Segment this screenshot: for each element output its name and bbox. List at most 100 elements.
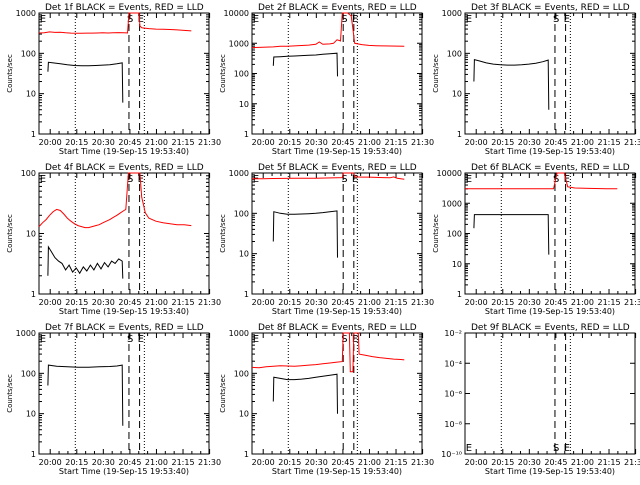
x-tick-label: 20:15 <box>65 458 88 467</box>
chart-title: Det 4f BLACK = Events, RED = LLD <box>45 163 204 173</box>
chart-5: Det 5f BLACK = Events, RED = LLD 1 10 100 10… <box>219 163 434 316</box>
y-axis-label: Counts/sec <box>219 374 227 413</box>
plot-frame <box>464 332 636 455</box>
y-tick-label: 1 <box>31 130 36 139</box>
marker-label: S <box>553 174 559 185</box>
y-tick-label: 10 <box>26 230 36 239</box>
x-tick-label: 21:00 <box>145 138 168 147</box>
y-axis-label: Counts/sec <box>432 54 440 93</box>
x-tick-label: 21:15 <box>384 138 407 147</box>
chart-title: Det 6f BLACK = Events, RED = LLD <box>471 163 630 173</box>
chart-9: Det 9f BLACK = Events, RED = LLD 10⁻¹⁰ 10⁻… <box>441 323 640 476</box>
x-axis-label: Start Time (19-Sep-15 19:53:40) <box>272 147 402 156</box>
marker-label: S <box>553 14 559 25</box>
marker-label: E <box>40 174 46 185</box>
series-lld-line <box>38 12 192 34</box>
x-tick-label: 20:45 <box>544 138 567 147</box>
y-tick-label: 1 <box>244 130 249 139</box>
x-tick-label: 20:30 <box>518 138 541 147</box>
chart-title: Det 5f BLACK = Events, RED = LLD <box>258 163 417 173</box>
y-tick-label: 1 <box>31 290 36 299</box>
x-tick-label: 20:30 <box>518 458 541 467</box>
plot-frame <box>464 172 636 295</box>
series-events-line <box>47 364 124 426</box>
chart-1: Det 1f BLACK = Events, RED = LLD 1 10 100 10… <box>6 3 221 156</box>
marker-label: S <box>341 174 347 185</box>
plot-frame <box>464 12 636 135</box>
chart-8: Det 8f BLACK = Events, RED = LLD 1 10 100 10… <box>219 323 434 476</box>
series-events-line <box>272 52 338 77</box>
x-tick-label: 21:15 <box>171 298 194 307</box>
chart-title: Det 2f BLACK = Events, RED = LLD <box>258 3 417 13</box>
x-tick-label: 20:45 <box>331 298 354 307</box>
x-axis-label: Start Time (19-Sep-15 19:53:40) <box>59 467 189 476</box>
series-lld-line <box>251 12 405 49</box>
chart-4: Det 4f BLACK = Events, RED = LLD 1 10 100 20… <box>6 163 221 316</box>
x-tick-label: 20:45 <box>544 458 567 467</box>
x-tick-label: 20:00 <box>252 458 275 467</box>
plot-frame <box>38 12 210 135</box>
y-tick-label: 10 <box>26 410 36 419</box>
x-tick-label: 21:00 <box>358 298 381 307</box>
y-tick-label: 1000 <box>442 199 462 208</box>
marker-label: E <box>253 174 259 185</box>
y-tick-label: 10 <box>239 100 249 109</box>
x-tick-label: 20:00 <box>39 138 62 147</box>
x-tick-label: 21:30 <box>624 298 640 307</box>
y-tick-label: 100 <box>447 49 462 58</box>
marker-label: E <box>466 174 472 185</box>
x-tick-label: 20:15 <box>491 138 514 147</box>
y-tick-label: 1 <box>457 130 462 139</box>
y-tick-label: 1000 <box>16 9 36 18</box>
x-tick-label: 21:15 <box>597 458 620 467</box>
chart-2: Det 2f BLACK = Events, RED = LLD 1 10 100 10… <box>219 3 434 156</box>
x-tick-label: 20:30 <box>92 458 115 467</box>
x-tick-label: 20:45 <box>118 298 141 307</box>
x-tick-label: 21:30 <box>411 298 434 307</box>
x-axis-label: Start Time (19-Sep-15 19:53:40) <box>485 467 615 476</box>
chart-3: Det 3f BLACK = Events, RED = LLD 1 10 100 10… <box>432 3 640 156</box>
chart-title: Det 9f BLACK = Events, RED = LLD <box>471 323 630 333</box>
y-axis-label: Counts/sec <box>6 214 14 253</box>
x-tick-label: 21:00 <box>145 458 168 467</box>
y-tick-label: 10 <box>239 410 249 419</box>
x-tick-label: 20:00 <box>39 298 62 307</box>
x-tick-label: 20:30 <box>518 298 541 307</box>
y-tick-label: 100 <box>234 369 249 378</box>
y-tick-label: 1000 <box>16 329 36 338</box>
marker-label: S <box>341 14 347 25</box>
x-tick-label: 21:15 <box>384 458 407 467</box>
series-events-line <box>272 210 338 258</box>
y-tick-label: 10⁻⁶ <box>444 390 462 399</box>
chart-title: Det 3f BLACK = Events, RED = LLD <box>471 3 630 13</box>
y-tick-label: 10000 <box>224 9 249 18</box>
x-tick-label: 21:30 <box>198 458 221 467</box>
x-tick-label: 20:30 <box>305 458 328 467</box>
x-tick-label: 20:45 <box>544 298 567 307</box>
x-tick-label: 21:00 <box>358 458 381 467</box>
y-tick-label: 10 <box>26 90 36 99</box>
plot-frame <box>251 332 423 455</box>
x-tick-label: 21:00 <box>571 138 594 147</box>
plot-frame <box>251 172 423 295</box>
y-tick-label: 10 <box>452 90 462 99</box>
y-tick-label: 1000 <box>229 329 249 338</box>
marker-label: S <box>341 334 347 345</box>
y-tick-label: 10⁻⁴ <box>444 359 462 368</box>
x-tick-label: 20:45 <box>118 458 141 467</box>
x-tick-label: 20:15 <box>278 298 301 307</box>
x-axis-label: Start Time (19-Sep-15 19:53:40) <box>485 147 615 156</box>
series-events-line <box>47 245 124 279</box>
x-tick-label: 21:15 <box>384 298 407 307</box>
x-tick-label: 20:15 <box>278 458 301 467</box>
series-lld-line <box>251 332 405 373</box>
marker-label: E <box>466 14 472 25</box>
y-tick-label: 100 <box>447 230 462 239</box>
x-tick-label: 20:45 <box>331 138 354 147</box>
marker-label: S <box>127 14 133 25</box>
series-events-line <box>473 214 550 255</box>
y-tick-label: 1000 <box>442 9 462 18</box>
x-tick-label: 20:15 <box>278 138 301 147</box>
x-tick-label: 21:30 <box>624 458 640 467</box>
